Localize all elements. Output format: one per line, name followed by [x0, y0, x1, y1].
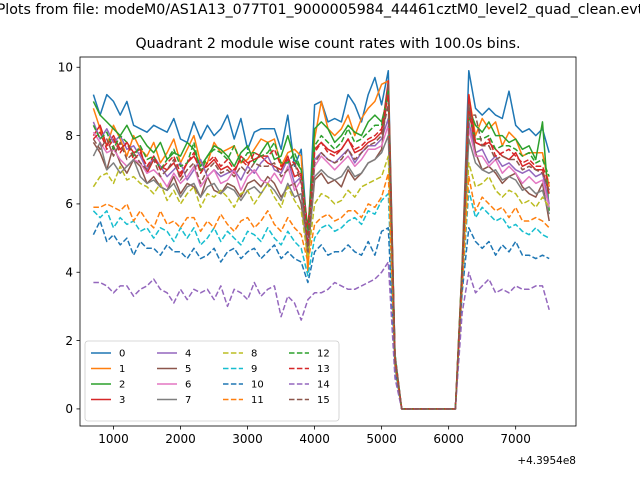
legend-label-9: 9	[251, 364, 257, 375]
x-tick-label: 1000	[98, 432, 129, 446]
legend-label-8: 8	[251, 349, 257, 360]
legend-label-7: 7	[185, 395, 191, 406]
legend-label-1: 1	[119, 364, 125, 375]
legend-label-15: 15	[317, 395, 330, 406]
y-tick-label: 8	[65, 129, 73, 143]
legend-frame	[84, 340, 340, 422]
legend-label-6: 6	[185, 380, 191, 391]
x-tick-label: 4000	[299, 432, 330, 446]
series-line-2	[92, 93, 550, 410]
y-tick-label: 2	[65, 334, 73, 348]
y-tick-label: 4	[65, 266, 73, 280]
x-tick-label: 2000	[165, 432, 196, 446]
series-line-8	[92, 155, 550, 410]
legend-label-2: 2	[119, 380, 125, 391]
series-line-12	[92, 90, 550, 410]
series-line-14	[93, 261, 550, 410]
x-tick-label: 6000	[433, 432, 464, 446]
x-offset-text: +4.3954e8	[517, 455, 576, 467]
y-tick-label: 6	[65, 197, 73, 211]
axes-frame	[79, 56, 577, 427]
chart-title: Quadrant 2 module wise count rates with …	[135, 36, 521, 52]
legend-label-12: 12	[317, 349, 330, 360]
series-line-10	[92, 220, 550, 410]
figure-suptitle: Plots from file: modeM0/AS1A13_077T01_90…	[0, 2, 640, 18]
y-tick-label: 0	[65, 402, 73, 416]
legend-label-10: 10	[251, 380, 264, 391]
series-layer	[92, 69, 550, 410]
series-line-5	[92, 83, 550, 410]
x-tick-label: 3000	[232, 432, 263, 446]
series-line-15	[92, 104, 550, 410]
legend-label-4: 4	[185, 349, 191, 360]
series-line-13	[92, 93, 550, 410]
legend-label-11: 11	[251, 395, 264, 406]
series-line-9	[92, 189, 550, 410]
x-tick-label: 7000	[500, 432, 531, 446]
legend-label-13: 13	[317, 364, 330, 375]
series-line-11	[93, 172, 550, 410]
series-line-7	[92, 134, 550, 410]
x-tick-label: 5000	[366, 432, 397, 446]
legend-label-14: 14	[317, 380, 330, 391]
legend-label-0: 0	[119, 349, 125, 360]
legend-label-5: 5	[185, 364, 191, 375]
y-tick-label: 10	[58, 61, 73, 75]
series-line-6	[92, 124, 550, 410]
legend-label-3: 3	[119, 395, 125, 406]
